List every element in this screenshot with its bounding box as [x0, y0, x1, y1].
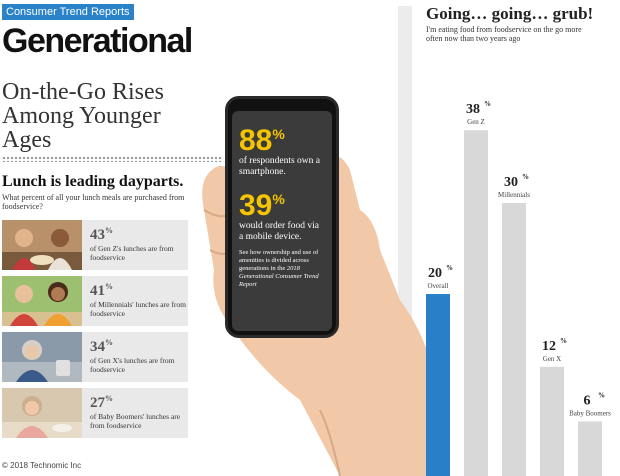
millennials-photo	[2, 276, 82, 326]
brand-title: Generational	[2, 22, 193, 60]
dotted-divider	[2, 156, 222, 162]
gen-x-lunch-desc: of Gen X's lunches are from foodservice	[90, 356, 175, 374]
category-label-baby-boomers: Baby Boomers	[569, 409, 611, 417]
value-label-gen-x: 12	[542, 339, 556, 354]
gen-x-photo	[2, 332, 82, 382]
mobile-order-stat: 39%	[239, 189, 285, 222]
lunch-stat-baby-boomers: 27% of Baby Boomers' lunches are from fo…	[2, 388, 188, 438]
lunch-stat-millennials: 41% of Millennials' lunches are from foo…	[2, 276, 188, 326]
millennials-lunch-percent: 41%	[90, 282, 113, 299]
unit-label-gen-z: %	[484, 100, 491, 108]
category-label-overall: Overall	[428, 282, 449, 290]
lunch-stat-gen-z: 43% of Gen Z's lunches are from foodserv…	[2, 220, 188, 270]
value-label-millennials: 30	[504, 175, 518, 190]
report-title: 2018 Generational Consumer Trend Report	[239, 265, 319, 288]
smartphone: 88% of respondents own a smartphone. 39%…	[225, 96, 339, 338]
phone-notch	[264, 99, 300, 107]
chart-title: Going… going… grub!	[426, 4, 594, 23]
category-label-millennials: Millennials	[498, 191, 530, 199]
gen-z-lunch-percent: 43%	[90, 226, 113, 243]
lunch-section-title: Lunch is leading dayparts.	[2, 173, 184, 190]
unit-label-gen-x: %	[560, 337, 567, 345]
report-note: See how ownership and use of amenities i…	[239, 249, 319, 288]
phone-screen: 88% of respondents own a smartphone. 39%…	[232, 111, 332, 331]
lunch-section-subtitle: What percent of all your lunch meals are…	[2, 193, 185, 211]
value-label-gen-z: 38	[466, 102, 480, 117]
category-label-gen-z: Gen Z	[467, 118, 485, 126]
smartphone-ownership-stat: 88%	[239, 124, 285, 157]
category-label-gen-x: Gen X	[543, 355, 561, 363]
value-label-overall: 20	[428, 266, 442, 281]
bar-overall	[426, 294, 450, 476]
unit-label-baby-boomers: %	[598, 391, 605, 399]
mobile-order-desc: would order food via a mobile device.	[239, 221, 319, 242]
bar-gen-z	[464, 130, 488, 476]
gen-z-photo	[2, 220, 82, 270]
chart-subtitle: I'm eating food from foodservice on the …	[426, 25, 582, 43]
baby-boomers-photo	[2, 388, 82, 438]
millennials-lunch-desc: of Millennials' lunches are from foodser…	[90, 300, 186, 318]
unit-label-overall: %	[446, 264, 453, 272]
gen-z-lunch-desc: of Gen Z's lunches are from foodservice	[90, 244, 174, 262]
bar-baby-boomers	[578, 421, 602, 476]
value-label-baby-boomers: 6	[584, 393, 591, 408]
baby-boomers-lunch-desc: of Baby Boomers' lunches are from foodse…	[90, 412, 181, 430]
gen-x-lunch-percent: 34%	[90, 338, 113, 355]
report-tag: Consumer Trend Reports	[2, 4, 134, 20]
unit-label-millennials: %	[522, 173, 529, 181]
copyright: © 2018 Technomic Inc	[2, 461, 82, 470]
headline: On-the-Go Rises Among Younger Ages	[2, 79, 164, 153]
bar-gen-x	[540, 366, 564, 476]
smartphone-ownership-desc: of respondents own a smartphone.	[239, 156, 320, 177]
bar-millennials	[502, 203, 526, 476]
bar-chart: 20 % Overall 38 % Gen Z 30 % Millennials 12 % Gen X…	[426, 100, 611, 476]
baby-boomers-lunch-percent: 27%	[90, 394, 113, 411]
lunch-stat-gen-x: 34% of Gen X's lunches are from foodserv…	[2, 332, 188, 382]
lunch-stat-list: 43% of Gen Z's lunches are from foodserv…	[2, 220, 188, 444]
